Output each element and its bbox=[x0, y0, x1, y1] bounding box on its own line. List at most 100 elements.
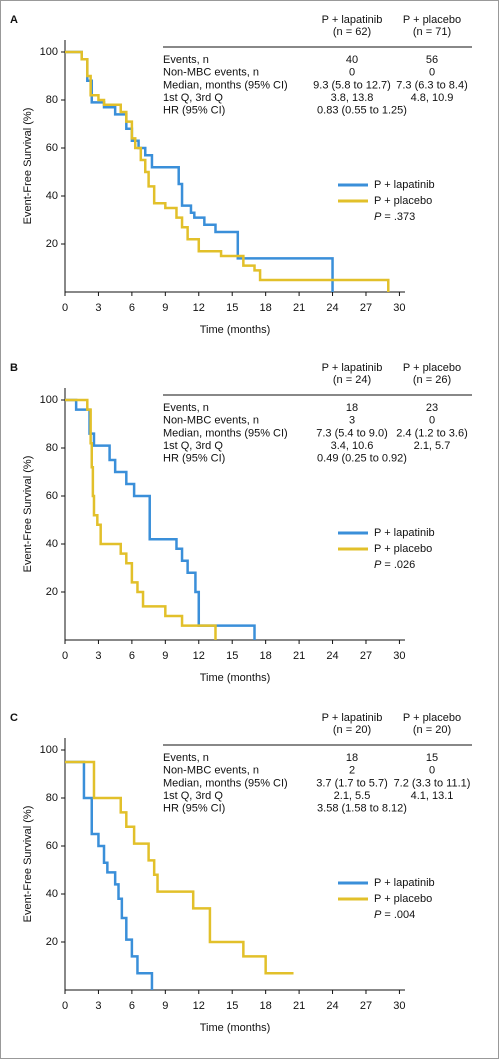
x-tick-label: 27 bbox=[360, 1000, 372, 1012]
x-tick-label: 15 bbox=[226, 302, 238, 314]
x-tick-label: 3 bbox=[95, 1000, 101, 1012]
table-row-label: Median, months (95% CI) bbox=[163, 777, 288, 789]
table-cell: 7.3 (5.4 to 9.0) bbox=[316, 427, 388, 439]
y-tick-label: 40 bbox=[46, 538, 58, 550]
p-value-text: = .373 bbox=[384, 211, 415, 223]
table-header: P + placebo bbox=[403, 712, 461, 724]
table-row-label: 1st Q, 3rd Q bbox=[163, 790, 223, 802]
legend-label: P + placebo bbox=[374, 195, 432, 207]
table-cell: 23 bbox=[426, 402, 438, 414]
x-tick-label: 30 bbox=[393, 302, 405, 314]
panel-letter: B bbox=[10, 362, 18, 374]
table-cell: 3.7 (1.7 to 5.7) bbox=[316, 777, 388, 789]
table-cell: 4.1, 13.1 bbox=[411, 790, 454, 802]
table-header: (n = 20) bbox=[333, 724, 371, 736]
table-header: (n = 20) bbox=[413, 724, 451, 736]
x-tick-label: 6 bbox=[129, 1000, 135, 1012]
y-tick-label: 100 bbox=[40, 744, 58, 756]
x-tick-label: 18 bbox=[260, 302, 272, 314]
table-cell: 15 bbox=[426, 752, 438, 764]
x-tick-label: 0 bbox=[62, 302, 68, 314]
x-tick-label: 30 bbox=[393, 1000, 405, 1012]
survival-curve bbox=[65, 398, 256, 640]
p-label: P bbox=[374, 559, 382, 571]
x-tick-label: 6 bbox=[129, 650, 135, 662]
table-header: P + lapatinib bbox=[322, 362, 383, 374]
x-tick-label: 24 bbox=[326, 1000, 338, 1012]
survival-curve bbox=[65, 50, 334, 292]
survival-curve bbox=[65, 398, 217, 640]
table-header: (n = 26) bbox=[413, 374, 451, 386]
table-cell: 3.8, 13.8 bbox=[331, 92, 374, 104]
x-tick-label: 3 bbox=[95, 650, 101, 662]
panel-letter: C bbox=[10, 712, 18, 724]
x-tick-label: 3 bbox=[95, 302, 101, 314]
table-cell: 9.3 (5.8 to 12.7) bbox=[313, 79, 391, 91]
p-value-text: = .026 bbox=[384, 559, 415, 571]
x-tick-label: 12 bbox=[193, 650, 205, 662]
table-row-label: Events, n bbox=[163, 54, 209, 66]
legend-label: P + lapatinib bbox=[374, 877, 435, 889]
p-label: P bbox=[374, 909, 382, 921]
table-cell: 2.4 (1.2 to 3.6) bbox=[396, 427, 468, 439]
x-tick-label: 0 bbox=[62, 650, 68, 662]
x-tick-label: 27 bbox=[360, 302, 372, 314]
table-header: (n = 24) bbox=[333, 374, 371, 386]
table-row-label: 1st Q, 3rd Q bbox=[163, 92, 223, 104]
table-cell: 7.2 (3.3 to 11.1) bbox=[394, 777, 471, 789]
x-tick-label: 9 bbox=[162, 302, 168, 314]
table-row-label: HR (95% CI) bbox=[163, 803, 225, 815]
y-axis-label: Event-Free Survival (%) bbox=[22, 806, 34, 923]
p-value-text: = .004 bbox=[384, 909, 415, 921]
y-tick-label: 40 bbox=[46, 888, 58, 900]
y-tick-label: 100 bbox=[40, 46, 58, 58]
table-cell: 18 bbox=[346, 402, 358, 414]
y-tick-label: 80 bbox=[46, 792, 58, 804]
table-row-label: HR (95% CI) bbox=[163, 105, 225, 117]
p-value: P = .004 bbox=[374, 909, 415, 921]
p-value: P = .026 bbox=[374, 559, 415, 571]
x-tick-label: 27 bbox=[360, 650, 372, 662]
table-row-label: Non-MBC events, n bbox=[163, 765, 259, 777]
y-tick-label: 80 bbox=[46, 442, 58, 454]
survival-curve bbox=[65, 760, 294, 975]
legend-label: P + lapatinib bbox=[374, 179, 435, 191]
x-tick-label: 21 bbox=[293, 1000, 305, 1012]
table-cell: 18 bbox=[346, 752, 358, 764]
table-row-label: Events, n bbox=[163, 402, 209, 414]
x-axis-label: Time (months) bbox=[200, 324, 271, 336]
table-header: P + lapatinib bbox=[322, 712, 383, 724]
legend-label: P + placebo bbox=[374, 543, 432, 555]
table-cell: 3.4, 10.6 bbox=[331, 440, 374, 452]
x-tick-label: 21 bbox=[293, 302, 305, 314]
table-header: P + lapatinib bbox=[322, 14, 383, 26]
table-cell: 0 bbox=[429, 67, 435, 79]
y-axis-label: Event-Free Survival (%) bbox=[22, 108, 34, 225]
table-header: (n = 71) bbox=[413, 26, 451, 38]
y-tick-label: 20 bbox=[46, 238, 58, 250]
y-tick-label: 100 bbox=[40, 394, 58, 406]
table-cell: 0 bbox=[429, 415, 435, 427]
x-tick-label: 9 bbox=[162, 650, 168, 662]
table-row-label: HR (95% CI) bbox=[163, 453, 225, 465]
x-tick-label: 15 bbox=[226, 650, 238, 662]
table-cell: 3.58 (1.58 to 8.12) bbox=[317, 803, 407, 815]
x-tick-label: 24 bbox=[326, 302, 338, 314]
x-tick-label: 15 bbox=[226, 1000, 238, 1012]
x-tick-label: 9 bbox=[162, 1000, 168, 1012]
x-tick-label: 12 bbox=[193, 302, 205, 314]
x-tick-label: 24 bbox=[326, 650, 338, 662]
legend-label: P + placebo bbox=[374, 893, 432, 905]
table-cell: 2.1, 5.5 bbox=[334, 790, 371, 802]
y-tick-label: 20 bbox=[46, 586, 58, 598]
x-axis-label: Time (months) bbox=[200, 672, 271, 684]
p-label: P bbox=[374, 211, 382, 223]
survival-curve bbox=[65, 50, 390, 292]
table-cell: 0 bbox=[429, 765, 435, 777]
table-row-label: Non-MBC events, n bbox=[163, 67, 259, 79]
legend-label: P + lapatinib bbox=[374, 527, 435, 539]
x-tick-label: 18 bbox=[260, 650, 272, 662]
table-cell: 40 bbox=[346, 54, 358, 66]
